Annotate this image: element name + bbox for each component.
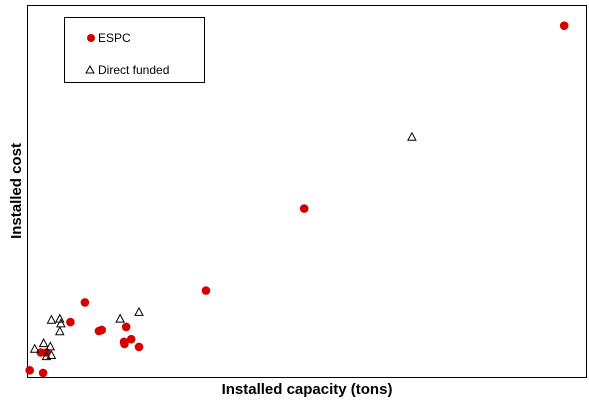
legend-direct-funded-marker [85,64,95,74]
point-espc-4 [66,317,75,327]
point-direct-funded-6 [54,326,65,336]
point-espc-0 [559,21,569,31]
point-direct-funded-2 [115,313,125,323]
point-espc-15 [38,368,48,378]
points-layer [25,21,569,378]
point-direct-funded-5 [56,318,66,328]
point-espc-14 [25,366,34,375]
legend-direct-funded-label: Direct funded [98,63,169,77]
point-direct-funded-0 [407,131,417,141]
point-espc-8 [134,342,144,352]
plot-frame [27,5,587,378]
point-direct-funded-1 [134,306,144,316]
legend-box [64,17,205,83]
point-direct-funded-3 [46,314,57,324]
x-axis-label: Installed capacity (tons) [222,381,393,398]
point-espc-2 [201,286,211,295]
point-espc-11 [119,337,129,347]
point-direct-funded-10 [46,349,57,359]
y-axis-label: Installed cost [8,143,25,239]
point-direct-funded-7 [38,338,49,348]
point-espc-3 [80,298,90,307]
point-espc-1 [299,204,309,213]
point-espc-7 [121,322,131,332]
point-espc-6 [94,326,104,336]
legend-espc-label: ESPC [98,31,131,45]
point-direct-funded-11 [41,351,52,361]
point-direct-funded-9 [45,341,56,351]
point-direct-funded-8 [29,343,40,353]
legend-espc-marker [87,34,95,42]
point-espc-10 [126,334,136,344]
legend: ESPC Direct funded [64,17,205,83]
